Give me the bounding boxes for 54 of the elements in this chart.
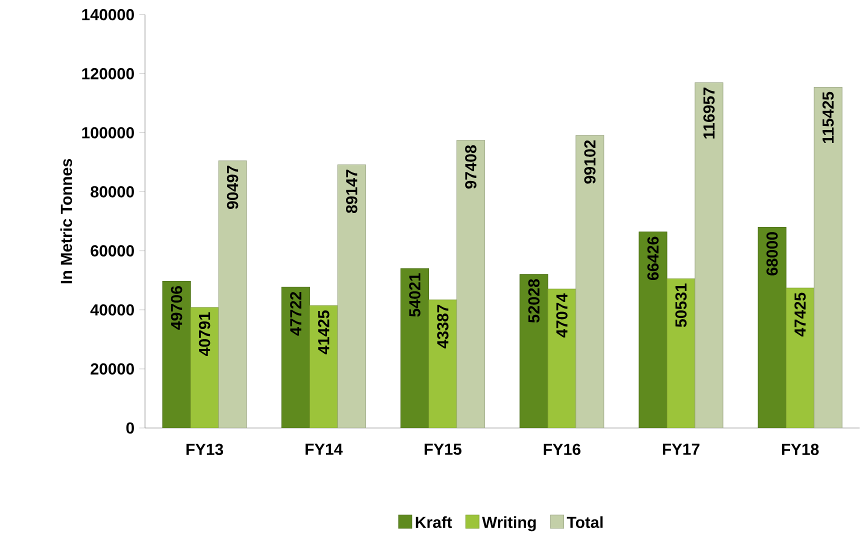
- data-label: 47074: [556, 293, 568, 338]
- x-tick-label: FY18: [782, 444, 819, 455]
- bar: [548, 288, 576, 428]
- bar: [814, 86, 842, 428]
- bar: [400, 268, 430, 428]
- data-label: 90497: [226, 166, 238, 209]
- legend-label: Writing: [482, 516, 536, 532]
- x-tick-label: FY13: [186, 444, 224, 455]
- data-label: 99102: [584, 140, 596, 184]
- data-label: 47722: [290, 292, 302, 336]
- legend-label: Kraft: [416, 516, 452, 528]
- data-label: 47425: [794, 292, 806, 336]
- bar: [456, 140, 486, 428]
- bar: [281, 286, 310, 428]
- data-label: 54021: [409, 273, 420, 317]
- data-label: 116957: [703, 88, 715, 138]
- data-label: 49706: [170, 286, 182, 330]
- x-tick-label: FY14: [306, 444, 343, 455]
- data-label: 68000: [766, 232, 778, 276]
- y-tick-label: 40000: [90, 304, 134, 316]
- y-tick-label: 100000: [82, 127, 134, 138]
- bar: [758, 226, 786, 428]
- data-label: 66426: [647, 236, 659, 280]
- data-label: 40791: [198, 312, 210, 356]
- y-tick-label: 60000: [90, 245, 134, 256]
- x-tick-label: FY17: [662, 444, 700, 455]
- bar: [337, 164, 366, 428]
- bar: [218, 160, 247, 428]
- bar: [428, 300, 458, 428]
- x-tick-label: FY15: [424, 444, 462, 455]
- bar: [786, 288, 814, 428]
- bar: [576, 135, 604, 428]
- data-label: 41425: [318, 310, 330, 354]
- bar: [162, 280, 191, 428]
- bar: [638, 232, 668, 428]
- data-label: 52028: [528, 279, 540, 323]
- data-label: 50531: [675, 283, 687, 327]
- data-label: 115425: [822, 92, 834, 143]
- y-tick-label: 20000: [90, 363, 134, 375]
- legend-label: Total: [566, 516, 603, 528]
- bar: [309, 305, 338, 428]
- bar: [520, 274, 548, 428]
- y-tick-label: 0: [126, 422, 134, 434]
- y-axis-title: In Metric Tonnes: [60, 158, 72, 284]
- bar: [666, 278, 696, 428]
- data-label: 97408: [465, 145, 476, 189]
- y-tick-label: 80000: [90, 186, 134, 198]
- data-label: 89147: [346, 170, 358, 213]
- bar: [694, 82, 724, 428]
- data-label: 43387: [437, 304, 448, 348]
- x-tick-label: FY16: [544, 444, 580, 455]
- y-tick-label: 120000: [82, 68, 134, 80]
- y-tick-label: 140000: [82, 8, 134, 20]
- bar: [190, 307, 219, 428]
